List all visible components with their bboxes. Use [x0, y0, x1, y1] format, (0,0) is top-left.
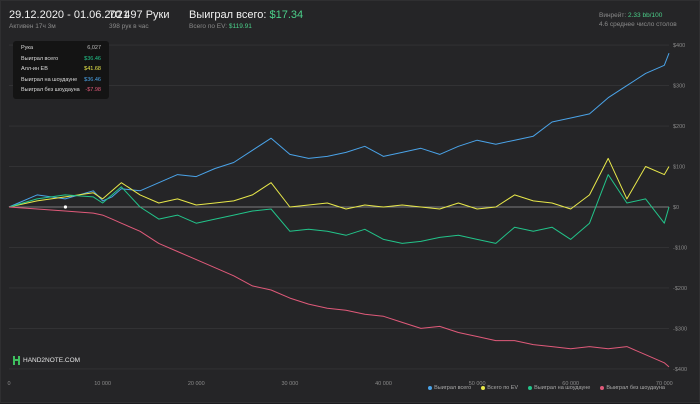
y-tick-label: $100	[673, 165, 685, 171]
won-label: Выиграл всего:	[189, 9, 267, 21]
x-tick-label: 30 000	[281, 381, 298, 387]
winrate-block: Винрейт: 2.33 bb/100 4.6 среднее число с…	[599, 12, 677, 28]
x-tick-label: 0	[7, 381, 10, 387]
y-tick-label: $400	[673, 43, 685, 49]
tooltip-label: Выиграл на шоудауне	[21, 76, 78, 83]
legend-dot	[600, 386, 605, 390]
series-line-showdown	[8, 174, 670, 244]
hover-marker	[63, 205, 68, 209]
tooltip-row: Рука 6,027	[21, 45, 101, 54]
won-value: $17.34	[269, 9, 304, 21]
legend-item-non_showdown[interactable]: Выиграл без шоудауна	[600, 385, 665, 391]
x-tick-label: 60 000	[562, 381, 579, 387]
tooltip-value: -$7.98	[85, 87, 101, 93]
ev-label: Всего по EV:	[189, 23, 228, 30]
tooltip-label: Выиграл всего	[21, 55, 59, 62]
tooltip-value: $36.46	[84, 55, 101, 62]
x-tick-label: 20 000	[188, 381, 205, 387]
legend-label: Всего по EV	[487, 385, 519, 391]
date-range: 29.12.2020 - 01.06.2021	[9, 9, 129, 21]
tooltip-row: Выиграл на шоудауне $36.46	[21, 77, 101, 86]
date-range-block: 29.12.2020 - 01.06.2021 Активен 17ч 3м	[9, 9, 129, 30]
tooltip-label: Алл-ин EB	[21, 66, 48, 72]
y-tick-label: $200	[673, 124, 685, 130]
hands-block: 70 497 Руки 398 рук в час	[109, 9, 170, 30]
tooltip-label: Выиграл без шоудауна	[21, 87, 80, 93]
tooltip-label: Рука	[21, 45, 34, 51]
hand2note-logo-icon	[13, 356, 20, 365]
tooltip-row: Выиграл всего $36.46	[21, 56, 101, 65]
tooltip-row: Алл-ин EB $41.68	[21, 66, 101, 75]
hand2note-logo: HAND2NOTE.COM	[13, 356, 80, 365]
legend-dot	[428, 386, 433, 390]
tooltip-row: Выиграл без шоудауна -$7.98	[21, 87, 101, 96]
chart-tooltip: Рука 6,027 Выиграл всего $36.46 Алл-ин EB $41…	[13, 41, 109, 99]
tooltip-value: $36.46	[84, 76, 101, 83]
tooltip-value: $41.68	[84, 66, 101, 72]
legend-item-showdown[interactable]: Выиграл на шоудауне	[528, 385, 590, 391]
x-tick-label: 70 000	[656, 381, 673, 387]
tables-avg: 4.6 среднее число столов	[599, 21, 677, 28]
y-tick-label: -$400	[673, 367, 687, 373]
series-line-total	[8, 53, 670, 208]
legend-label: Выиграл на шоудауне	[534, 385, 591, 391]
legend-item-total[interactable]: Выиграл всего	[428, 385, 471, 391]
chart-legend: Выиграл всего Всего по EV Выиграл на шоуда…	[428, 385, 665, 391]
y-tick-label: -$200	[673, 286, 687, 292]
legend-label: Выиграл всего	[434, 385, 472, 391]
x-tick-label: 50 000	[469, 381, 486, 387]
hands-rate: 398 рук в час	[109, 23, 149, 30]
x-tick-label: 40 000	[375, 381, 392, 387]
legend-item-ev[interactable]: Всего по EV	[481, 385, 518, 391]
hands-count: 70 497 Руки	[109, 9, 170, 21]
series-line-ev	[8, 157, 670, 210]
winrate-value: 2.33 bb/100	[628, 12, 663, 19]
active-time: Активен 17ч 3м	[9, 23, 56, 30]
y-tick-label: $0	[673, 205, 679, 211]
logo-text: HAND2NOTE.COM	[23, 357, 81, 364]
tooltip-value: 6,027	[87, 45, 101, 51]
series-line-non_showdown	[8, 206, 670, 368]
y-tick-label: -$300	[673, 326, 687, 332]
legend-label: Выиграл без шоудауна	[606, 385, 665, 391]
winrate-label: Винрейт:	[599, 12, 627, 19]
legend-dot	[528, 386, 533, 390]
y-tick-label: -$100	[673, 245, 687, 251]
y-tick-label: $300	[673, 84, 685, 90]
legend-dot	[481, 386, 486, 390]
ev-value: $119.91	[228, 23, 252, 30]
x-tick-label: 10 000	[94, 381, 111, 387]
won-block: Выиграл всего: $17.34 Всего по EV: $119.…	[189, 9, 303, 30]
